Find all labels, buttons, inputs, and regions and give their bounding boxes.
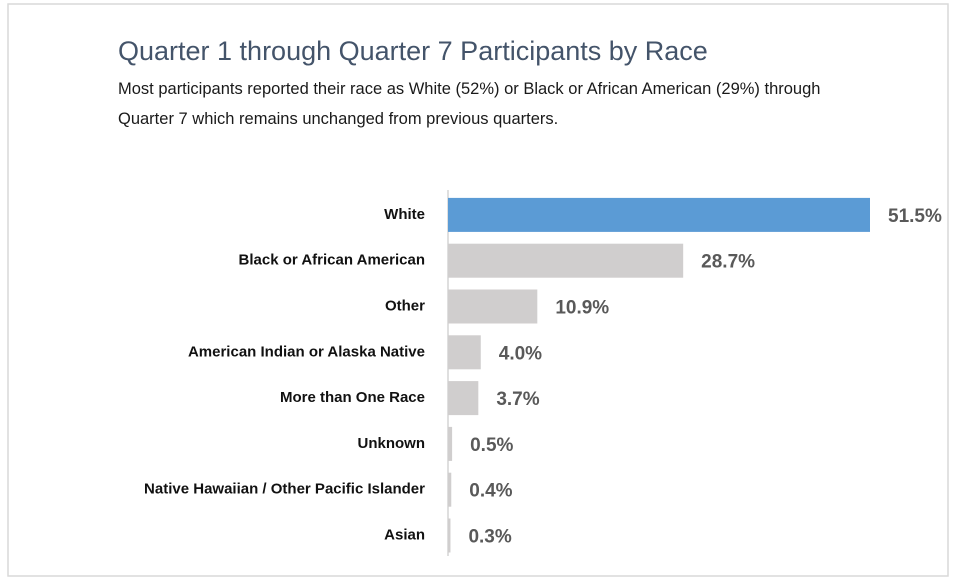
y-tick-label: White [384, 206, 425, 223]
data-label: 28.7% [701, 252, 755, 273]
data-label: 0.5% [470, 435, 513, 456]
bar [448, 197, 870, 232]
data-label: 10.9% [555, 298, 609, 319]
chart-subtitle: Most participants reported their race as… [118, 80, 821, 128]
y-tick-label: More than One Race [280, 389, 425, 406]
data-label: 0.3% [468, 527, 511, 548]
data-label: 3.7% [496, 389, 539, 410]
bar [448, 518, 451, 553]
bar [448, 243, 684, 278]
y-tick-label: Unknown [358, 435, 426, 452]
bar [448, 289, 538, 324]
bar [448, 472, 452, 507]
data-label: 0.4% [469, 481, 512, 502]
y-tick-label: American Indian or Alaska Native [188, 343, 425, 360]
bar [448, 381, 479, 416]
y-tick-label: Native Hawaiian / Other Pacific Islander [144, 481, 425, 498]
y-tick-label: Asian [384, 526, 425, 543]
bar [448, 335, 481, 370]
data-label: 51.5% [888, 206, 942, 227]
data-label: 4.0% [499, 343, 542, 364]
chart-title: Quarter 1 through Quarter 7 Participants… [118, 36, 708, 66]
chart-border [7, 3, 949, 577]
y-tick-label: Black or African American [239, 252, 425, 269]
bar [448, 426, 453, 461]
y-tick-label: Other [385, 297, 425, 314]
